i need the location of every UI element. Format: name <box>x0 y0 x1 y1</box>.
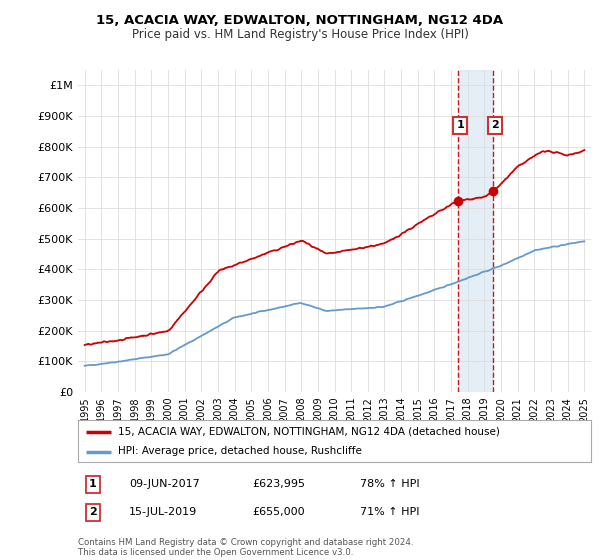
Text: 15, ACACIA WAY, EDWALTON, NOTTINGHAM, NG12 4DA: 15, ACACIA WAY, EDWALTON, NOTTINGHAM, NG… <box>97 14 503 27</box>
Text: 78% ↑ HPI: 78% ↑ HPI <box>360 479 419 489</box>
Text: Contains HM Land Registry data © Crown copyright and database right 2024.
This d: Contains HM Land Registry data © Crown c… <box>78 538 413 557</box>
Text: HPI: Average price, detached house, Rushcliffe: HPI: Average price, detached house, Rush… <box>118 446 362 456</box>
Bar <box>458 70 493 392</box>
Text: £623,995: £623,995 <box>252 479 305 489</box>
Text: 1: 1 <box>89 479 97 489</box>
Text: 09-JUN-2017: 09-JUN-2017 <box>129 479 200 489</box>
Text: 71% ↑ HPI: 71% ↑ HPI <box>360 507 419 517</box>
Text: 2: 2 <box>89 507 97 517</box>
Text: 1: 1 <box>456 120 464 130</box>
Text: £655,000: £655,000 <box>252 507 305 517</box>
Text: 15, ACACIA WAY, EDWALTON, NOTTINGHAM, NG12 4DA (detached house): 15, ACACIA WAY, EDWALTON, NOTTINGHAM, NG… <box>118 427 500 437</box>
Text: 2: 2 <box>491 120 499 130</box>
Text: 15-JUL-2019: 15-JUL-2019 <box>129 507 197 517</box>
Text: Price paid vs. HM Land Registry's House Price Index (HPI): Price paid vs. HM Land Registry's House … <box>131 28 469 41</box>
